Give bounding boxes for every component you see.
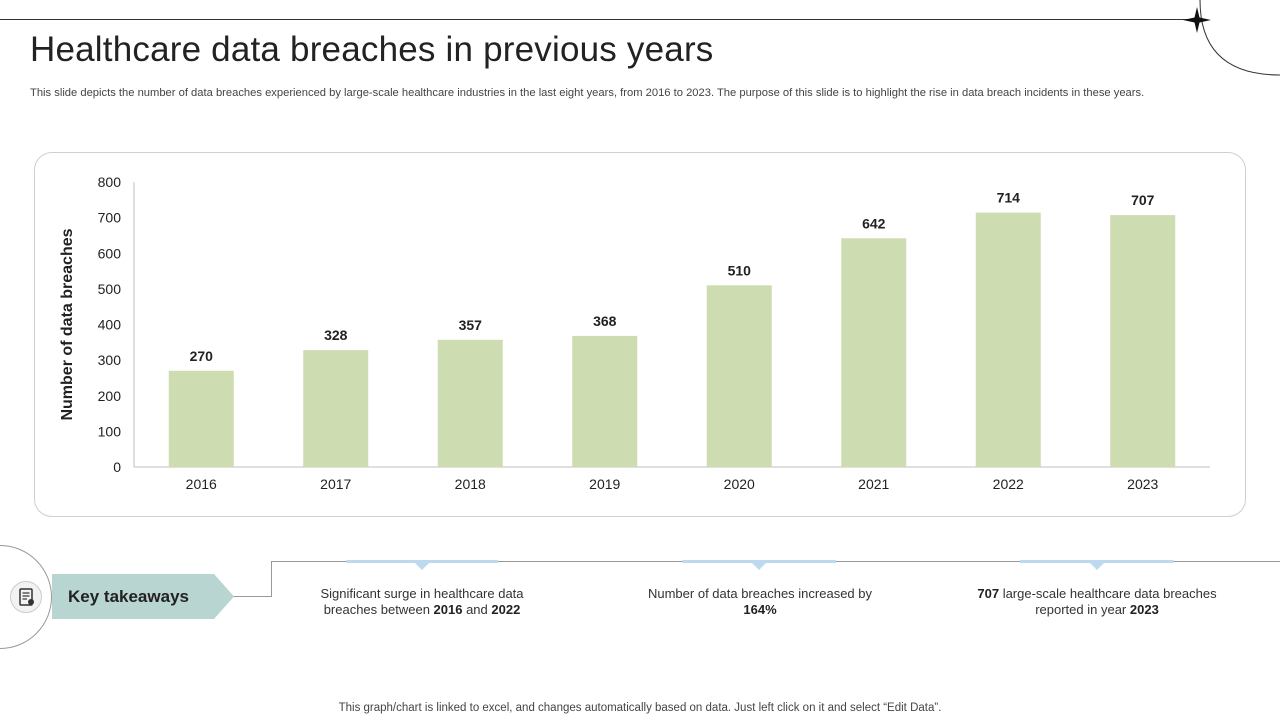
- key-takeaways-label: Key takeaways: [68, 587, 189, 606]
- bar-2017: [303, 350, 369, 467]
- takeaway-pointer-arrow: [752, 563, 766, 570]
- data-label: 328: [324, 327, 348, 343]
- bar-2016: [168, 370, 234, 467]
- data-label: 642: [862, 215, 886, 231]
- bar-2023: [1110, 215, 1176, 467]
- x-tick-label: 2022: [993, 476, 1024, 492]
- y-tick-label: 400: [98, 317, 122, 333]
- takeaway-pointer-arrow: [1090, 563, 1104, 570]
- x-tick-label: 2020: [724, 476, 755, 492]
- takeaway-pointer-arrow: [415, 563, 429, 570]
- key-takeaways-tag: [52, 574, 234, 619]
- y-axis-title: Number of data breaches: [59, 228, 76, 420]
- data-label: 270: [190, 348, 214, 364]
- page-subtitle: This slide depicts the number of data br…: [30, 87, 1145, 99]
- y-tick-label: 500: [98, 281, 122, 297]
- x-tick-label: 2019: [589, 476, 620, 492]
- bar-2022: [975, 212, 1041, 467]
- bar-chart[interactable]: 0 100 200 300 400 500 600 700 800 Number of data …: [35, 153, 1247, 518]
- header-divider: [0, 19, 1200, 20]
- decorative-star-icon: [1183, 0, 1280, 76]
- takeaway-item-1: Significant surge in healthcare data bre…: [320, 586, 524, 617]
- x-tick-label: 2023: [1127, 476, 1158, 492]
- data-label: 714: [997, 190, 1021, 206]
- y-tick-label: 200: [98, 388, 122, 404]
- chart-container[interactable]: 0 100 200 300 400 500 600 700 800 Number of data …: [34, 152, 1246, 517]
- data-label: 510: [728, 262, 752, 278]
- page-title: Healthcare data breaches in previous yea…: [30, 30, 714, 69]
- takeaway-item-2: Number of data breaches increased by 164…: [647, 586, 872, 617]
- bar-2020: [706, 285, 772, 467]
- y-tick-label: 600: [98, 245, 122, 261]
- connector-line: [232, 596, 272, 597]
- x-tick-label: 2018: [455, 476, 486, 492]
- document-icon: [10, 581, 42, 613]
- y-tick-label: 300: [98, 352, 122, 368]
- y-tick-label: 100: [98, 423, 122, 439]
- x-tick-label: 2021: [858, 476, 889, 492]
- y-tick-label: 800: [98, 174, 122, 190]
- x-tick-label: 2016: [186, 476, 217, 492]
- bar-2021: [841, 238, 907, 467]
- y-tick-label: 0: [113, 459, 121, 475]
- takeaway-pointer: [1020, 560, 1174, 563]
- bar-2018: [437, 339, 503, 467]
- takeaway-pointer: [682, 560, 836, 563]
- data-label: 368: [593, 313, 617, 329]
- data-label: 357: [459, 317, 483, 333]
- y-tick-label: 700: [98, 210, 122, 226]
- footer-note: This graph/chart is linked to excel, and…: [338, 702, 942, 714]
- takeaway-item-3: 707 large-scale healthcare data breaches…: [977, 586, 1217, 617]
- connector-line: [271, 561, 272, 597]
- data-label: 707: [1131, 192, 1155, 208]
- x-tick-label: 2017: [320, 476, 351, 492]
- bar-2019: [572, 335, 638, 467]
- takeaway-pointer: [346, 560, 498, 563]
